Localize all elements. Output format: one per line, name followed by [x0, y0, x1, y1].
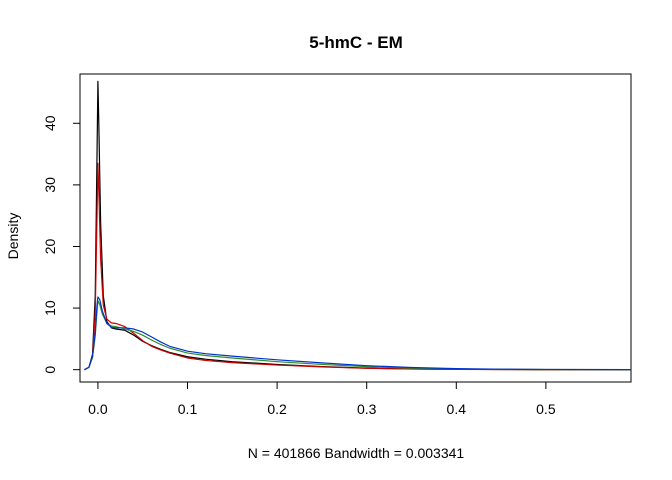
- x-tick-label: 0.1: [178, 401, 198, 417]
- y-axis-label: Density: [5, 213, 21, 260]
- x-axis-label: N = 401866 Bandwidth = 0.003341: [248, 445, 465, 461]
- y-tick-label: 0: [42, 366, 58, 374]
- chart-title: 5-hmC - EM: [309, 33, 403, 52]
- density-series-2: [84, 162, 632, 371]
- y-tick-label: 20: [42, 238, 58, 254]
- y-axis: 0 10 20 30 40: [42, 115, 81, 374]
- x-axis: 0.0 0.1 0.2 0.3 0.4 0.5: [88, 381, 556, 417]
- density-series-3: [84, 300, 632, 371]
- x-tick-label: 0.0: [88, 401, 108, 417]
- y-tick-label: 40: [42, 115, 58, 131]
- density-series-4: [84, 296, 632, 371]
- x-tick-label: 0.2: [267, 401, 287, 417]
- density-series-1: [84, 80, 632, 371]
- x-tick-label: 0.5: [536, 401, 556, 417]
- y-tick-label: 30: [42, 177, 58, 193]
- series-layer: [84, 80, 632, 371]
- x-tick-label: 0.3: [357, 401, 377, 417]
- plot-box: [79, 73, 632, 383]
- y-tick-label: 10: [42, 300, 58, 316]
- x-tick-label: 0.4: [447, 401, 467, 417]
